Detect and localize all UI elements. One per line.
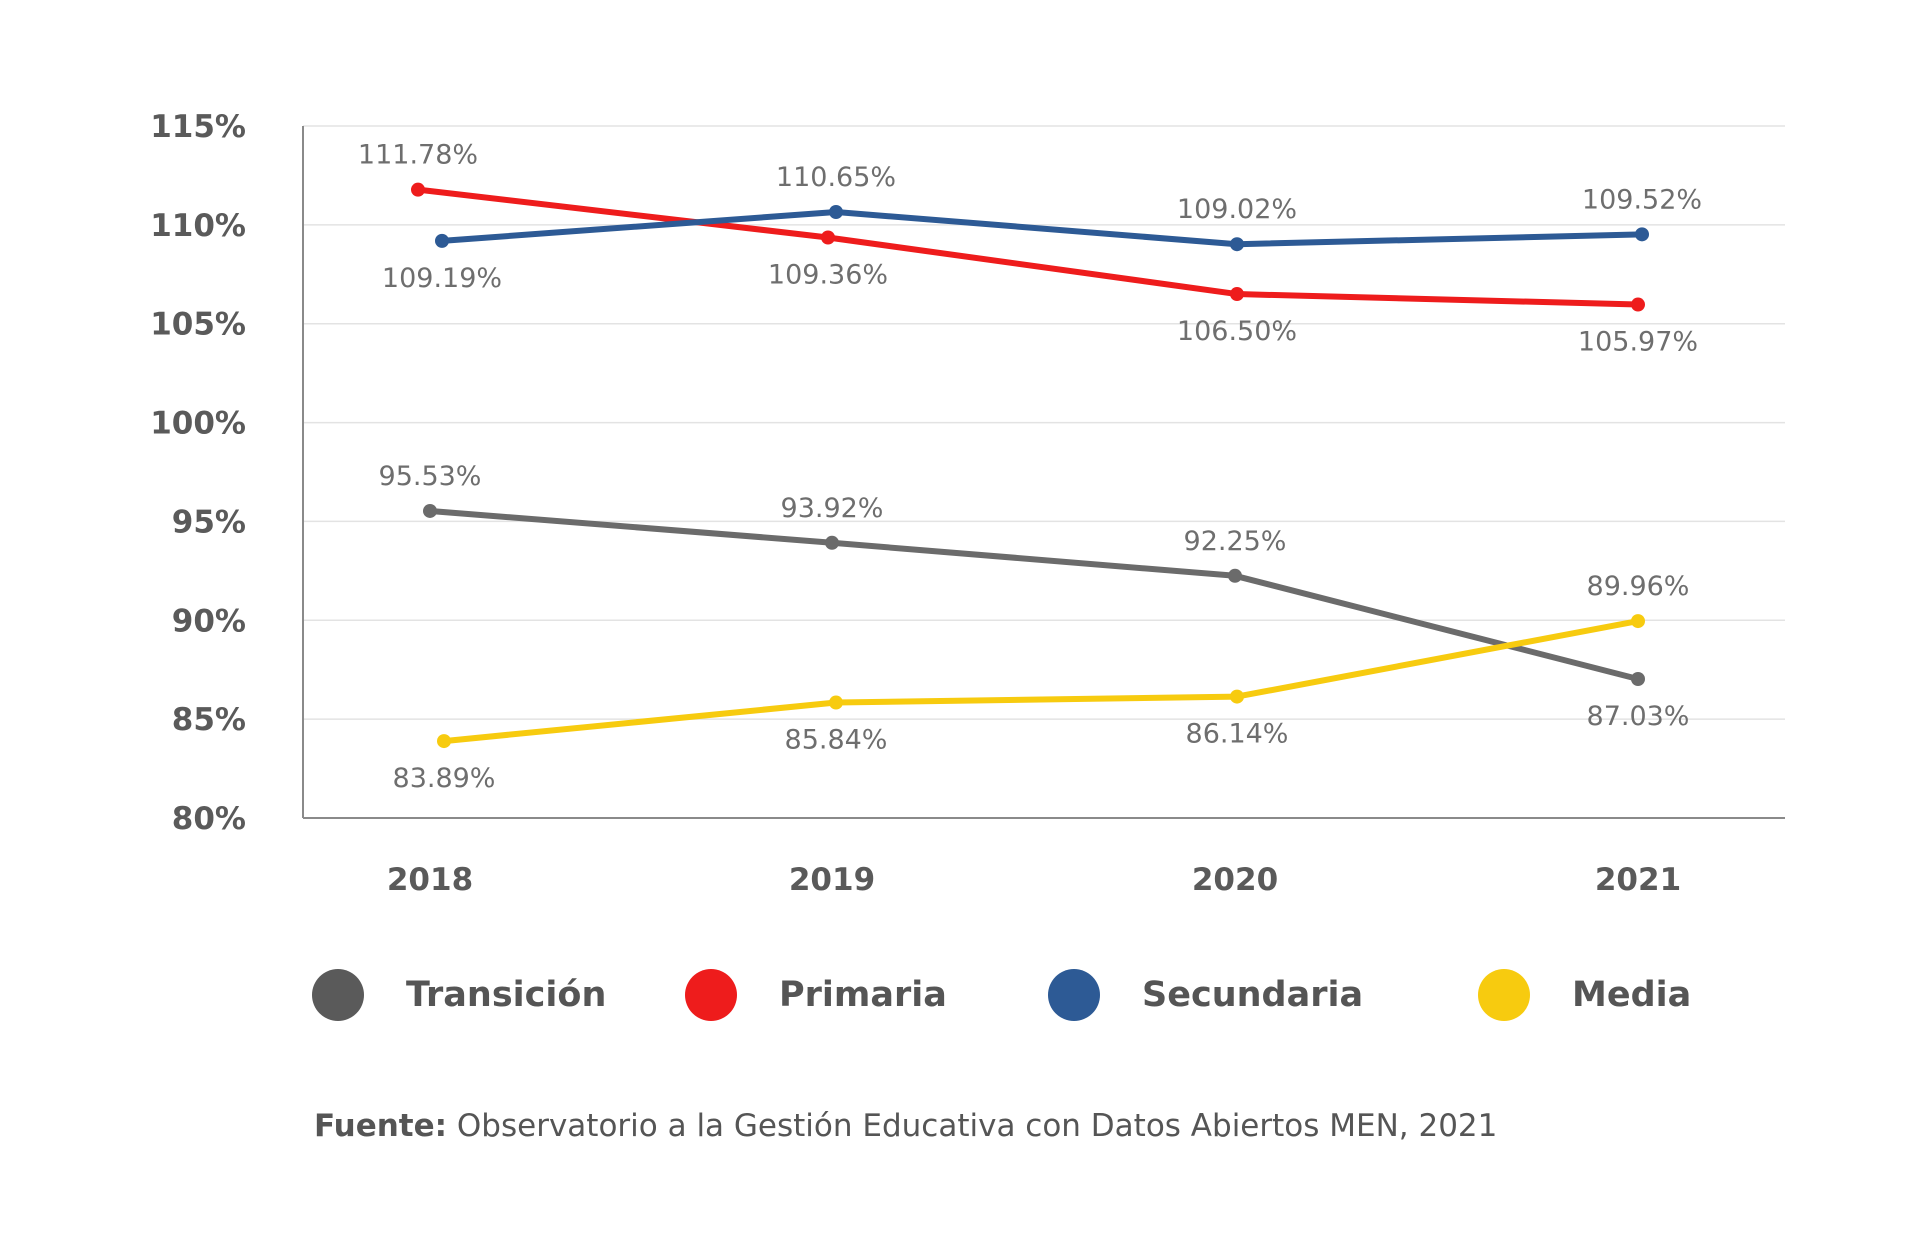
data-point [829,205,843,220]
legend-label-transicion: Transición [406,975,607,1015]
data-point [1230,689,1244,704]
series-line [427,507,1641,683]
data-label: 83.89% [393,763,496,794]
y-tick-label: 95% [172,504,246,540]
data-point [1228,568,1242,583]
data-labels: 95.53% 93.92% 92.25% 87.03% 111.78% 109.36% 10… [358,140,1702,794]
legend-item-primaria: Primaria [685,955,947,1035]
data-point [411,182,425,197]
data-point [435,233,449,248]
y-tick-label: 105% [150,307,246,343]
gridlines [303,125,1785,720]
legend-marker-secundaria [1048,969,1100,1021]
data-label: 92.25% [1184,526,1287,557]
data-point [829,695,843,710]
source-text: Observatorio a la Gestión Educativa con … [447,1108,1498,1144]
legend-item-secundaria: Secundaria [1048,955,1363,1035]
data-label: 109.02% [1177,194,1297,225]
legend-label-media: Media [1572,975,1692,1015]
data-label: 89.96% [1587,571,1690,602]
data-point [825,535,839,550]
data-point [1631,297,1645,312]
source-prefix: Fuente: [314,1108,448,1144]
legend: Transición Primaria Secundaria Media [0,955,1920,1035]
y-tick-label: 115% [150,109,246,145]
data-point [1635,227,1649,242]
data-point [1230,287,1244,302]
data-label: 85.84% [785,725,888,756]
axes [302,126,1785,819]
series-lines [415,186,1645,745]
data-point [821,230,835,245]
x-tick-label: 2018 [387,862,473,898]
data-label: 109.36% [768,260,888,291]
data-label: 109.19% [382,263,502,294]
data-label: 87.03% [1587,701,1690,732]
source-note: Fuente: Observatorio a la Gestión Educat… [314,1108,1497,1144]
legend-label-primaria: Primaria [779,975,947,1015]
y-tick-label: 80% [172,801,246,837]
legend-marker-primaria [685,969,737,1021]
series-line [441,618,1641,745]
y-tick-label: 90% [172,603,246,639]
data-label: 95.53% [379,461,482,492]
x-tick-label: 2019 [789,862,875,898]
series-points [411,182,1649,749]
data-label: 106.50% [1177,316,1297,347]
x-axis-tick-labels: 2018 2019 2020 2021 [387,862,1681,898]
legend-item-media: Media [1478,955,1691,1035]
legend-marker-transicion [312,969,364,1021]
data-label: 86.14% [1186,719,1289,750]
data-label: 109.52% [1582,184,1702,215]
y-tick-label: 110% [150,208,246,244]
data-point [1230,237,1244,252]
data-label: 111.78% [358,140,478,171]
legend-label-secundaria: Secundaria [1142,975,1364,1015]
data-label: 93.92% [781,493,884,524]
x-tick-label: 2021 [1595,862,1681,898]
data-label: 110.65% [776,162,896,193]
data-point [437,734,451,749]
legend-item-transicion: Transición [312,955,606,1035]
series-line [415,186,1641,308]
y-axis-tick-labels: 80% 85% 90% 95% 100% 105% 110% 115% [150,109,246,837]
y-tick-label: 85% [172,702,246,738]
line-chart: 80% 85% 90% 95% 100% 105% 110% 115% 2018 2019 202… [150,109,1785,898]
data-point [1631,614,1645,629]
data-point [1631,672,1645,687]
data-point [423,503,437,518]
legend-marker-media [1478,969,1530,1021]
x-tick-label: 2020 [1192,862,1278,898]
data-label: 105.97% [1578,327,1698,358]
y-tick-label: 100% [150,406,246,442]
series-line [439,209,1645,248]
